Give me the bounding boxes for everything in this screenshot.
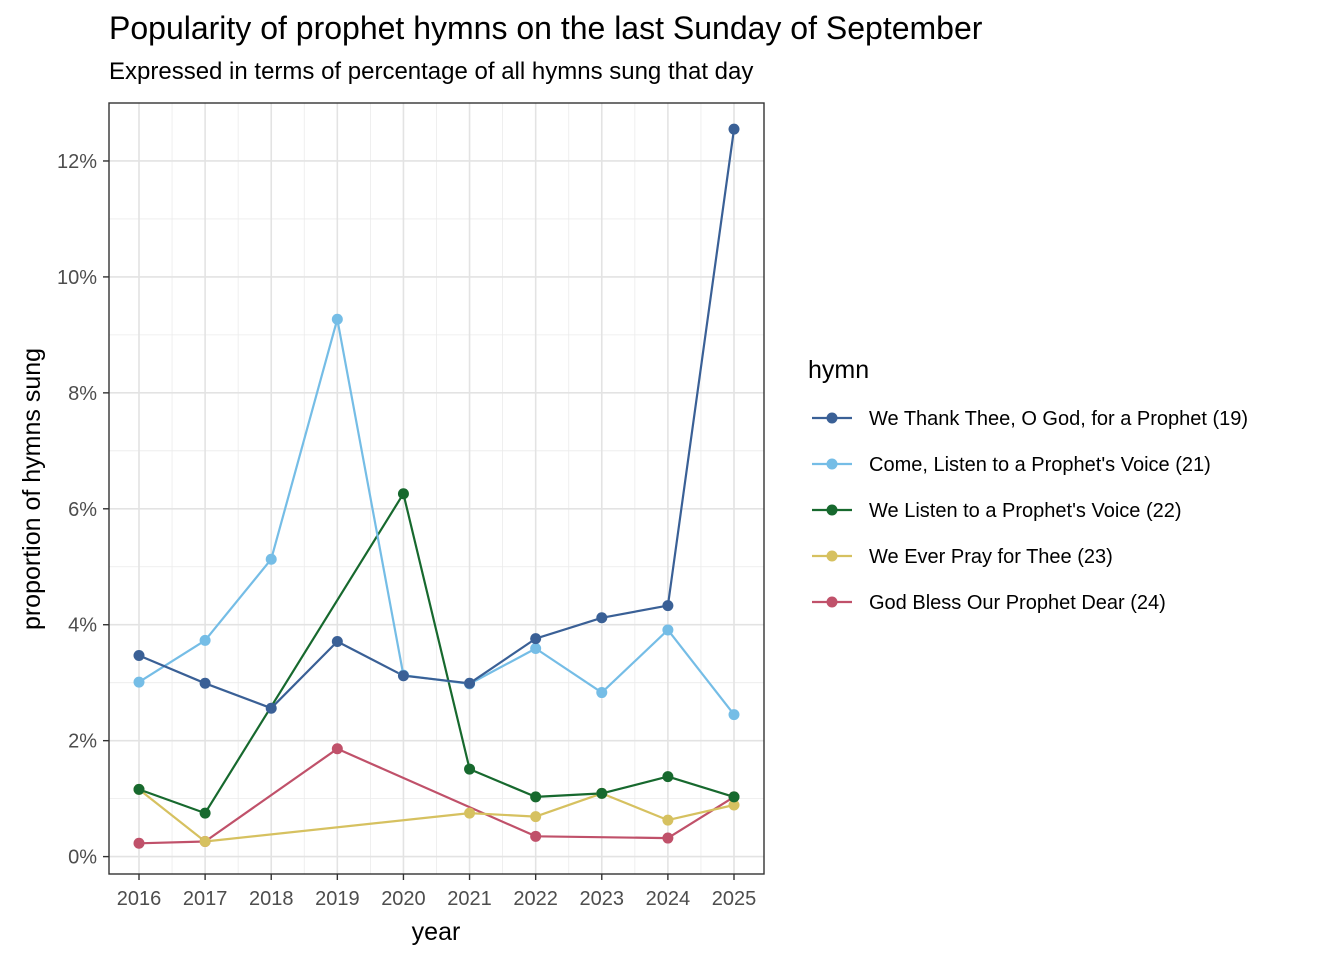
y-tick-label: 0%: [68, 847, 97, 869]
x-tick-label: 2018: [249, 888, 294, 910]
data-point: [596, 612, 608, 624]
data-point: [265, 553, 277, 565]
legend-key-point: [826, 504, 838, 516]
y-tick-label: 2%: [68, 731, 97, 753]
data-point: [331, 636, 343, 648]
data-point: [662, 771, 674, 783]
legend-key-point: [826, 596, 838, 608]
data-point: [464, 677, 476, 689]
x-tick-label: 2020: [381, 888, 426, 910]
x-tick-label: 2021: [447, 888, 492, 910]
legend-label: Come, Listen to a Prophet's Voice (21): [869, 454, 1211, 476]
series-line: [138, 128, 736, 710]
data-point: [662, 600, 674, 612]
data-point: [133, 837, 145, 849]
y-tick-label: 8%: [68, 383, 97, 405]
data-point: [199, 677, 211, 689]
data-point: [728, 123, 740, 135]
x-tick-label: 2024: [646, 888, 691, 910]
x-tick-label: 2019: [315, 888, 360, 910]
y-tick-label: 6%: [68, 499, 97, 521]
data-point: [530, 642, 542, 654]
data-point: [596, 687, 608, 699]
data-point: [199, 836, 211, 848]
data-point: [199, 807, 211, 819]
data-point: [662, 814, 674, 826]
data-point: [397, 488, 409, 500]
legend-label: We Listen to a Prophet's Voice (22): [869, 500, 1182, 522]
y-axis-title: proportion of hymns sung: [18, 348, 46, 630]
data-point: [728, 799, 740, 811]
data-point: [464, 763, 476, 775]
data-point: [596, 787, 608, 799]
data-point: [530, 811, 542, 823]
data-point: [530, 633, 542, 645]
legend-key-point: [826, 550, 838, 562]
data-point: [199, 634, 211, 646]
y-tick-label: 4%: [68, 615, 97, 637]
legend-title: hymn: [808, 356, 869, 384]
y-tick-label: 10%: [57, 267, 97, 289]
x-tick-label: 2016: [117, 888, 162, 910]
data-point: [530, 791, 542, 803]
data-point: [397, 670, 409, 682]
chart-title: Popularity of prophet hymns on the last …: [109, 10, 983, 46]
data-point: [530, 830, 542, 842]
data-point: [331, 313, 343, 325]
data-point: [728, 709, 740, 721]
plot-panel-border: [108, 102, 765, 875]
legend-label: We Ever Pray for Thee (23): [869, 546, 1113, 568]
data-point: [662, 832, 674, 844]
data-point: [133, 649, 145, 661]
series-layer: [133, 123, 740, 849]
axis-ticks: 2016 2017 2018 2019 2020 2021 2022 2023 2024 2025…: [57, 151, 756, 910]
data-point: [464, 807, 476, 819]
x-tick-label: 2017: [183, 888, 228, 910]
x-tick-label: 2022: [513, 888, 558, 910]
data-point: [133, 783, 145, 795]
legend-label: God Bless Our Prophet Dear (24): [869, 592, 1166, 614]
legend-key-point: [826, 458, 838, 470]
x-tick-label: 2025: [712, 888, 757, 910]
data-point: [133, 676, 145, 688]
data-point: [662, 624, 674, 636]
data-point: [331, 743, 343, 755]
legend-label: We Thank Thee, O God, for a Prophet (19): [869, 408, 1248, 430]
series-line: [138, 747, 735, 845]
data-point: [728, 791, 740, 803]
data-point: [265, 702, 277, 714]
grid-minor: [109, 102, 764, 874]
x-axis-title: year: [412, 918, 461, 946]
legend-key-point: [826, 412, 838, 424]
series-line: [138, 492, 735, 815]
grid-major: [109, 103, 764, 874]
y-tick-label: 12%: [57, 151, 97, 173]
chart-subtitle: Expressed in terms of percentage of all …: [109, 58, 754, 85]
x-tick-label: 2023: [580, 888, 625, 910]
legend: hymn We Thank Thee, O God, for a Prophet…: [808, 356, 1248, 614]
